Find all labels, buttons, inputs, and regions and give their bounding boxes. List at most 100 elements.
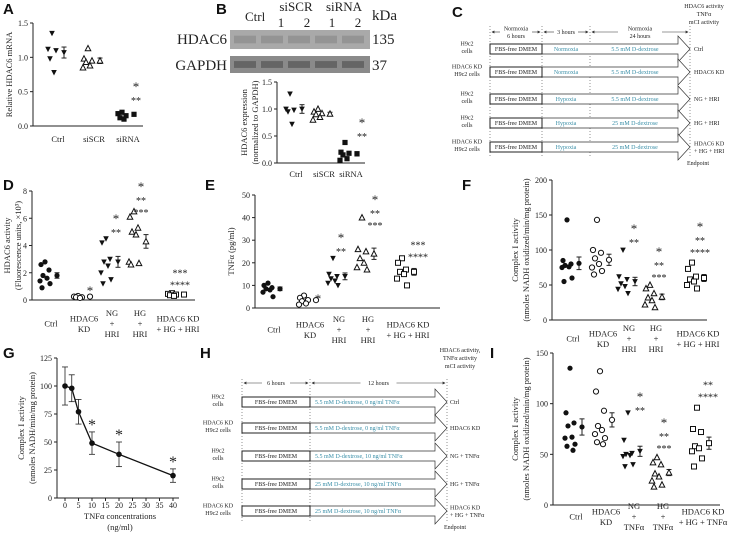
oxygen-condition: Hypoxia bbox=[556, 97, 577, 103]
treatment-arrow bbox=[309, 388, 448, 416]
group-label: + HG + HRI bbox=[694, 149, 724, 155]
panel-label: G bbox=[3, 345, 15, 362]
treatment-condition: 5.5 mM D-dextrose bbox=[611, 97, 658, 103]
y-axis-label: (nmoles NADH/min/mg protein) bbox=[27, 372, 37, 484]
category-label: + bbox=[337, 325, 342, 335]
protein-label: HDAC6 bbox=[177, 32, 228, 48]
data-point bbox=[593, 439, 601, 446]
endpoint-header: TNFα activity bbox=[443, 356, 477, 362]
significance-stars: ** bbox=[654, 261, 664, 272]
x-tick-label: 35 bbox=[156, 501, 164, 510]
significance-stars: * bbox=[656, 244, 663, 259]
cell-type-label: cells bbox=[462, 123, 474, 129]
pretreatment-box bbox=[241, 422, 311, 434]
y-tick-label: 0 bbox=[543, 316, 547, 325]
data-point bbox=[334, 273, 340, 280]
significance-stars: **** bbox=[170, 281, 190, 292]
mean-marker bbox=[115, 259, 121, 265]
group-0 bbox=[37, 259, 60, 291]
treatment-arrow bbox=[309, 442, 448, 470]
data-point bbox=[693, 273, 699, 280]
y-tick-label: 0 bbox=[23, 296, 27, 305]
cell-type-label: HDAC6 KD bbox=[452, 140, 483, 146]
y-tick-label: 50 bbox=[44, 438, 52, 447]
data-point bbox=[362, 247, 370, 255]
data-point bbox=[591, 255, 599, 262]
mean-marker bbox=[370, 249, 378, 257]
cell-type-label: HDAC6 KD bbox=[452, 65, 483, 71]
data-point bbox=[684, 282, 690, 288]
category-label: HG bbox=[657, 501, 669, 511]
data-point bbox=[621, 437, 627, 444]
blot-band bbox=[288, 35, 310, 44]
data-point bbox=[651, 303, 659, 311]
mean-marker bbox=[326, 109, 334, 117]
data-point bbox=[565, 423, 571, 429]
group-1 bbox=[70, 292, 94, 302]
data-point bbox=[309, 115, 317, 123]
significance-stars: **** bbox=[408, 253, 428, 264]
y-tick-label: 75 bbox=[44, 410, 52, 419]
blot-band bbox=[234, 61, 256, 68]
y-axis-label: (normalized to GAPDH) bbox=[250, 80, 260, 164]
y-axis-label: (Fluorescence units, ×10³) bbox=[13, 201, 23, 290]
treatment-arrow bbox=[309, 414, 448, 442]
data-point bbox=[68, 385, 75, 392]
group-2 bbox=[615, 247, 638, 297]
group-3 bbox=[641, 280, 666, 311]
category-label: siSCR bbox=[83, 134, 105, 144]
category-label: HG bbox=[650, 323, 662, 333]
group-3 bbox=[353, 213, 378, 273]
significance-stars: * bbox=[113, 211, 120, 226]
data-point bbox=[270, 294, 276, 300]
category-label: HDAC6 KD bbox=[682, 506, 725, 516]
category-label: + HG + HRI bbox=[677, 339, 720, 349]
category-label: + bbox=[110, 319, 115, 329]
group-label: HG + TNFα bbox=[450, 482, 480, 488]
treatment-arrow bbox=[541, 85, 691, 113]
data-point bbox=[98, 270, 104, 276]
data-point bbox=[589, 246, 597, 254]
panel-A: A 0.0 0.5 1.0 1.5 Relative HDAC6 mRNA Ctrl siSC… bbox=[3, 1, 143, 144]
y-tick-label: 4 bbox=[23, 242, 27, 251]
category-label: HRI bbox=[332, 335, 347, 345]
category-label: HRI bbox=[622, 344, 637, 354]
mean-marker bbox=[701, 275, 707, 281]
y-tick-label: 50 bbox=[242, 191, 250, 200]
data-point bbox=[630, 462, 636, 468]
data-point bbox=[595, 260, 603, 268]
phase-label: 6 hours bbox=[507, 34, 525, 40]
data-point bbox=[571, 420, 577, 426]
significance-stars: ** bbox=[357, 132, 367, 143]
x-axis-label: TNFα concentrations bbox=[84, 511, 156, 521]
y-tick-label: 0 bbox=[544, 501, 548, 510]
endpoint-label: Endpoint bbox=[444, 525, 466, 531]
panel-D: D 0 2 4 6 8 HDAC6 activity (Fluorescence units,… bbox=[2, 177, 200, 339]
treatment-condition: 5.5 mM D-dextrose bbox=[611, 47, 658, 53]
category-label: + bbox=[138, 319, 143, 329]
data-point bbox=[84, 44, 92, 52]
significance-stars: * bbox=[87, 283, 94, 298]
data-point bbox=[132, 230, 140, 238]
group-4 bbox=[394, 255, 417, 289]
mean-marker bbox=[61, 50, 67, 56]
treatment-condition: 5.5 mM D-dextrose bbox=[611, 70, 658, 76]
mean-marker bbox=[131, 111, 137, 117]
pretreatment-label: FBS-free DMEM bbox=[255, 399, 298, 406]
data-point bbox=[82, 58, 90, 66]
significance-stars: * bbox=[359, 115, 366, 130]
data-point bbox=[287, 91, 293, 97]
category-label: HDAC6 bbox=[296, 319, 324, 329]
data-point bbox=[116, 451, 122, 458]
data-point bbox=[395, 259, 401, 266]
data-point bbox=[625, 410, 631, 416]
data-point bbox=[103, 236, 109, 242]
category-label: + bbox=[632, 512, 637, 522]
group-1 bbox=[79, 44, 104, 71]
y-tick-label: 25 bbox=[44, 466, 52, 475]
mean-marker bbox=[658, 292, 666, 300]
data-point bbox=[105, 263, 111, 269]
cell-type-label: H9c2 bbox=[461, 116, 474, 122]
